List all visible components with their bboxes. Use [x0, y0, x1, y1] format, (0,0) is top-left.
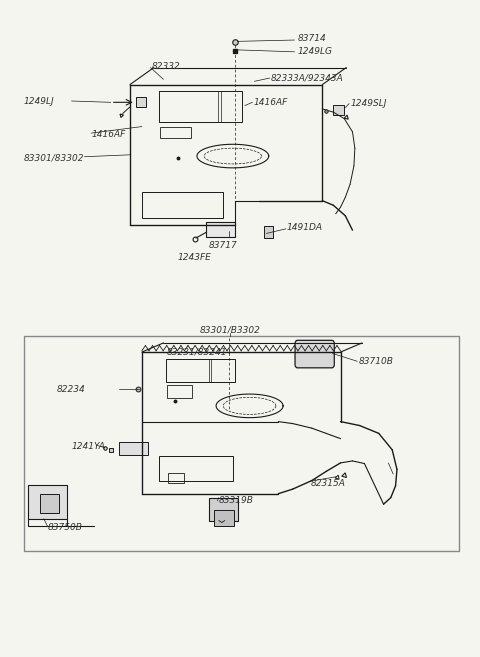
Bar — [168, 473, 183, 484]
Bar — [214, 510, 234, 526]
Bar — [333, 105, 344, 115]
Text: 83301/83302: 83301/83302 — [24, 154, 84, 162]
Text: 83717: 83717 — [209, 240, 238, 250]
Bar — [136, 97, 146, 107]
Text: 83301/B3302: 83301/B3302 — [200, 326, 261, 335]
Text: 83714: 83714 — [298, 34, 326, 43]
Text: 1249LG: 1249LG — [298, 47, 333, 56]
Bar — [120, 442, 148, 455]
Text: 1243FE: 1243FE — [178, 252, 212, 261]
Text: 1249LJ: 1249LJ — [24, 97, 54, 106]
Bar — [40, 493, 59, 513]
Bar — [158, 456, 233, 481]
Text: 82332: 82332 — [152, 62, 180, 71]
Text: 1249SLJ: 1249SLJ — [350, 99, 386, 108]
Bar — [209, 497, 238, 520]
Text: 82315A: 82315A — [311, 479, 346, 487]
Text: 1241YA: 1241YA — [72, 442, 106, 451]
Text: 83750B: 83750B — [48, 524, 83, 532]
Text: 83319B: 83319B — [218, 496, 253, 505]
Text: 83231/83241: 83231/83241 — [167, 348, 227, 357]
Bar — [24, 336, 459, 551]
Bar — [166, 359, 235, 382]
Bar — [167, 385, 192, 398]
Bar — [264, 226, 273, 238]
FancyBboxPatch shape — [295, 340, 334, 368]
Text: 1491DA: 1491DA — [287, 223, 323, 232]
Text: 83710B: 83710B — [359, 357, 394, 367]
Bar — [159, 127, 191, 139]
Bar — [142, 192, 223, 218]
Text: 82234: 82234 — [57, 385, 86, 394]
Bar — [206, 222, 235, 237]
Text: 82333A/92343A: 82333A/92343A — [271, 74, 344, 83]
Bar — [158, 91, 242, 122]
Bar — [28, 484, 67, 518]
Text: 1416AF: 1416AF — [253, 98, 288, 107]
Text: 1416AF: 1416AF — [92, 130, 126, 139]
